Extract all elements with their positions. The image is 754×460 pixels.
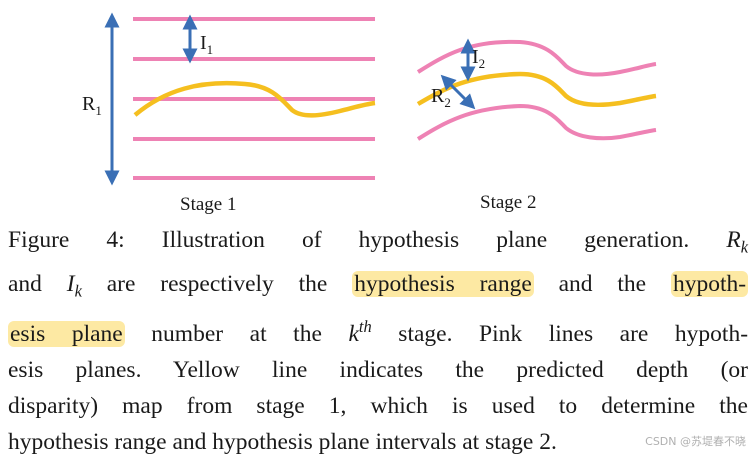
stage2-interval-label: I2 xyxy=(472,46,485,71)
stage1-depth-map-line xyxy=(133,80,376,118)
caption-line-2: and Ik are respectively the hypothesis r… xyxy=(8,270,749,301)
stage2-hypothesis-plane-top xyxy=(416,39,657,77)
caption-line-3: esis plane number at the kth stage. Pink… xyxy=(8,317,749,348)
figure-4-diagram: R1 I1 Stage 1 I2 R2 Stage 2 xyxy=(82,12,657,215)
figure-caption: Figure 4: Illustration of hypothesis pla… xyxy=(8,222,749,460)
stage2-range-label: R2 xyxy=(431,85,451,110)
stage1-panel: R1 I1 Stage 1 xyxy=(82,12,376,215)
stage2-range-arrow xyxy=(440,74,476,110)
highlight-hypothesis-plane-cont: esis plane xyxy=(8,321,125,348)
caption-line-5: disparity) map from stage 1, which is us… xyxy=(8,393,748,420)
caption-line-6: hypothesis range and hypothesis plane in… xyxy=(8,429,557,456)
stage2-panel: I2 R2 Stage 2 xyxy=(416,38,657,213)
highlight-hypothesis-range: hypothesis range xyxy=(352,270,534,297)
stage1-interval-label: I1 xyxy=(200,32,213,57)
highlight-hypothesis-plane: hypoth- xyxy=(670,270,749,297)
caption-line-1: Figure 4: Illustration of hypothesis pla… xyxy=(8,227,748,257)
stage1-range-label: R1 xyxy=(82,93,102,118)
stage1-label: Stage 1 xyxy=(180,194,236,215)
caption-line-4: esis planes. Yellow line indicates the p… xyxy=(8,357,748,384)
csdn-watermark: CSDN @苏堤春不晓 xyxy=(645,435,746,448)
stage2-label: Stage 2 xyxy=(480,192,536,213)
stage2-hypothesis-plane-bottom xyxy=(416,103,657,141)
